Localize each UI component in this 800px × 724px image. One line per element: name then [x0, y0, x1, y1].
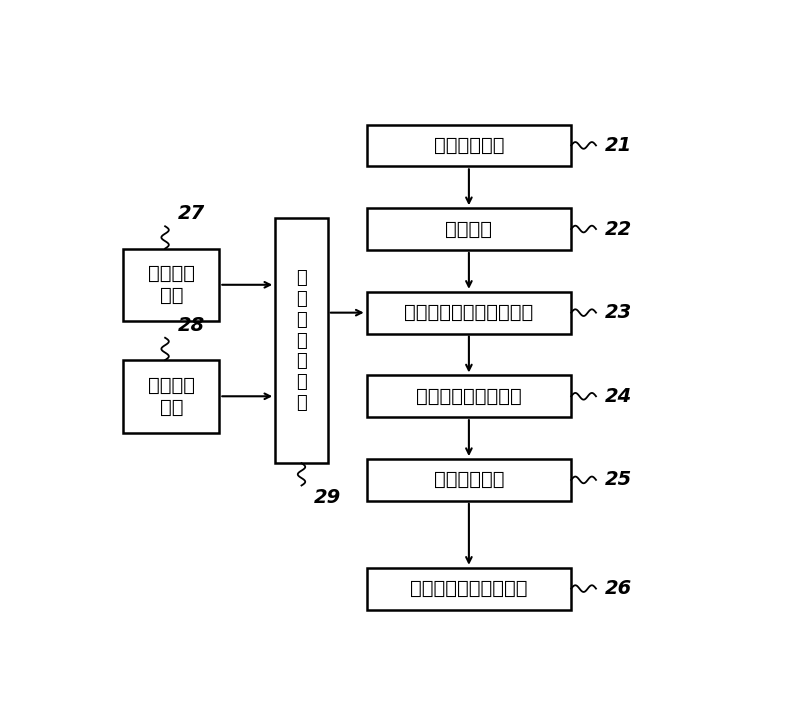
Bar [123, 248, 219, 321]
Text: 24: 24 [606, 387, 633, 405]
Bar [366, 375, 571, 417]
Text: 22: 22 [606, 219, 633, 238]
Text: 26: 26 [606, 579, 633, 598]
Text: 23: 23 [606, 303, 633, 322]
Bar [366, 459, 571, 501]
Text: 29: 29 [314, 488, 341, 508]
Text: 延迟模块: 延迟模块 [446, 219, 492, 238]
Text: 滤
波
器
系
数
单
元: 滤 波 器 系 数 单 元 [296, 269, 307, 412]
Bar [366, 125, 571, 167]
Bar [366, 292, 571, 334]
Text: 误差计算
单元: 误差计算 单元 [148, 264, 195, 306]
Text: 21: 21 [606, 136, 633, 155]
Text: 步长控制
单元: 步长控制 单元 [148, 376, 195, 417]
Text: 快速傅立叶反变换单元: 快速傅立叶反变换单元 [410, 579, 528, 598]
Bar [366, 568, 571, 610]
Text: 快速傅立叶变换单元: 快速傅立叶变换单元 [416, 387, 522, 405]
Text: 有限单位冲激响应滤波器: 有限单位冲激响应滤波器 [404, 303, 534, 322]
Bar [366, 208, 571, 250]
Text: 25: 25 [606, 471, 633, 489]
Bar [275, 218, 328, 463]
Text: 模数转换单元: 模数转换单元 [434, 136, 504, 155]
Text: 相位校正单元: 相位校正单元 [434, 471, 504, 489]
Text: 27: 27 [178, 204, 205, 224]
Bar [123, 360, 219, 432]
Text: 28: 28 [178, 316, 205, 335]
